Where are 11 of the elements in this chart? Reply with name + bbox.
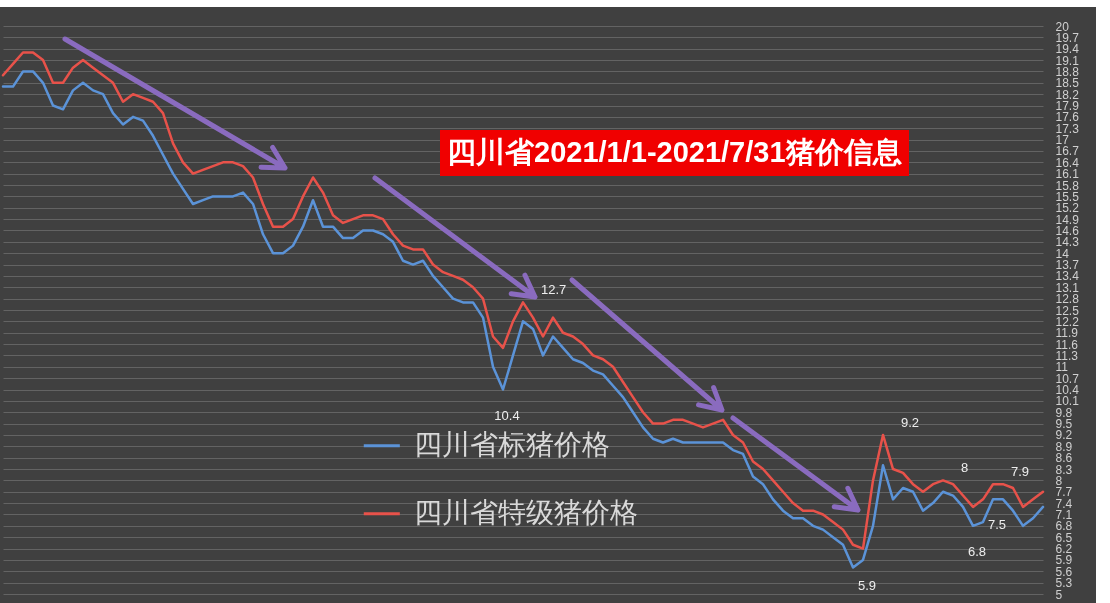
text: 四川省2021/1/1-2021/7/31猪价信息 [440,130,909,176]
data-label: 7.5 [987,517,1007,533]
legend-label: 四川省标猪价格 [413,428,610,460]
data-label: 5.9 [857,577,877,593]
data-label: 10.4 [494,407,520,423]
data-label: 12.7 [541,282,567,298]
data-label: 9.2 [901,414,920,430]
data-label: 7.9 [1011,464,1030,480]
legend-label: 四川省特级猪价格 [413,496,638,528]
data-label: 6.8 [967,543,987,559]
data-label: 8 [961,460,969,476]
